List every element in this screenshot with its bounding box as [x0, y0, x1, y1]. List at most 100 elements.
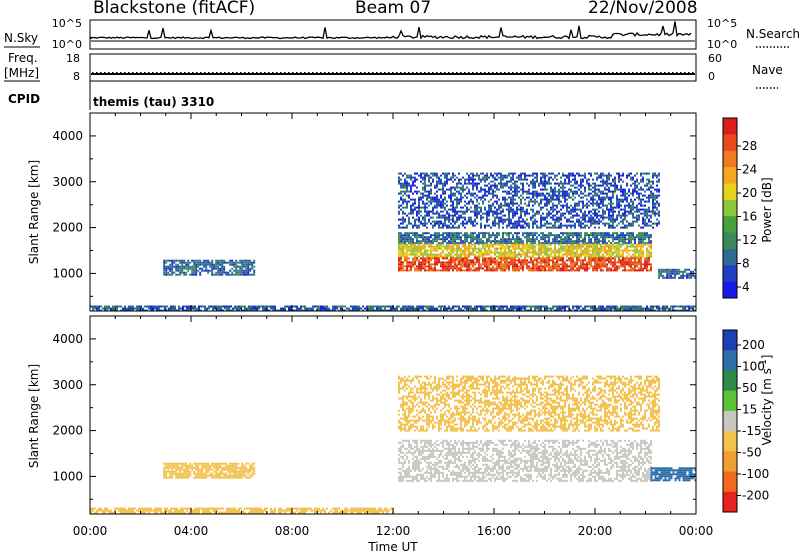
heatmap-cell — [304, 307, 306, 310]
heatmap-cell — [400, 198, 402, 201]
heatmap-cell — [526, 243, 528, 246]
heatmap-cell — [606, 174, 608, 177]
heatmap-cell — [642, 245, 644, 248]
heatmap-cell — [598, 174, 600, 177]
heatmap-cell — [412, 176, 414, 179]
heatmap-cell — [432, 200, 434, 203]
heatmap-cell — [598, 255, 600, 258]
heatmap-cell — [632, 253, 634, 256]
heatmap-cell — [594, 218, 596, 221]
heatmap-cell — [215, 261, 218, 264]
heatmap-cell — [228, 307, 230, 310]
heatmap-cell — [434, 307, 436, 310]
heatmap-cell — [432, 178, 434, 181]
heatmap-cell — [500, 220, 502, 223]
heatmap-cell — [247, 273, 250, 276]
heatmap-cell — [422, 263, 424, 266]
heatmap-cell — [498, 261, 500, 264]
heatmap-cell — [622, 238, 624, 241]
heatmap-cell — [640, 269, 642, 272]
heatmap-cell — [598, 305, 600, 308]
heatmap-cell — [620, 220, 622, 223]
heatmap-cell — [158, 305, 160, 308]
heatmap-cell — [249, 267, 252, 270]
heatmap-cell — [640, 267, 642, 270]
heatmap-cell — [540, 245, 542, 248]
heatmap-cell — [588, 305, 590, 308]
heatmap-cell — [398, 240, 400, 243]
heatmap-cell — [474, 214, 476, 217]
heatmap-cell — [610, 245, 612, 248]
heatmap-cell — [400, 186, 402, 189]
heatmap-cell — [500, 210, 502, 213]
heatmap-cell — [576, 218, 578, 221]
heatmap-cell — [534, 180, 536, 183]
heatmap-cell — [444, 190, 446, 193]
heatmap-cell — [364, 307, 366, 310]
heatmap-cell — [522, 267, 524, 270]
heatmap-cell — [406, 204, 408, 207]
heatmap-cell — [404, 253, 406, 256]
heatmap-cell — [588, 253, 590, 256]
heatmap-cell — [542, 243, 544, 246]
heatmap-cell — [570, 212, 572, 215]
heatmap-cell — [235, 265, 238, 268]
heatmap-cell — [460, 182, 462, 185]
heatmap-cell — [572, 265, 574, 268]
heatmap-cell — [247, 261, 250, 264]
heatmap-cell — [460, 247, 462, 250]
heatmap-cell — [223, 261, 226, 264]
heatmap-cell — [530, 269, 532, 272]
heatmap-cell — [404, 200, 406, 203]
heatmap-cell — [167, 273, 170, 276]
heatmap-cell — [488, 249, 490, 252]
heatmap-cell — [544, 243, 546, 246]
heatmap-cell — [614, 182, 616, 185]
heatmap-cell — [530, 242, 532, 245]
heatmap-cell — [243, 261, 246, 264]
heatmap-cell — [438, 238, 440, 241]
heatmap-cell — [608, 188, 610, 191]
heatmap-cell — [251, 263, 254, 266]
heatmap-cell — [318, 307, 320, 310]
heatmap-cell — [568, 218, 570, 221]
heatmap-cell — [450, 222, 452, 225]
heatmap-cell — [438, 245, 440, 248]
heatmap-cell — [586, 305, 588, 308]
heatmap-cell — [229, 269, 232, 272]
heatmap-cell — [544, 305, 546, 308]
heatmap-cell — [370, 307, 372, 310]
heatmap-cell — [496, 255, 498, 258]
heatmap-cell — [470, 232, 472, 235]
heatmap-cell — [199, 273, 202, 276]
heatmap-cell — [438, 269, 440, 272]
heatmap-cell — [518, 218, 520, 221]
heatmap-cell — [90, 305, 92, 308]
heatmap-cell — [203, 265, 206, 268]
heatmap-cell — [456, 267, 458, 270]
heatmap-cell — [454, 261, 456, 264]
heatmap-cell — [522, 243, 524, 246]
heatmap-cell — [462, 245, 464, 248]
heatmap-cell — [454, 253, 456, 256]
heatmap-cell — [576, 220, 578, 223]
heatmap-cell — [470, 182, 472, 185]
heatmap-cell — [422, 255, 424, 258]
heatmap-cell — [626, 242, 628, 245]
heatmap-cell — [640, 178, 642, 181]
heatmap-cell — [558, 200, 560, 203]
heatmap-cell — [524, 198, 526, 201]
heatmap-cell — [584, 174, 586, 177]
heatmap-cell — [476, 307, 478, 310]
heatmap-cell — [532, 178, 534, 181]
heatmap-cell — [534, 176, 536, 179]
heatmap-cell — [221, 269, 224, 272]
heatmap-cell — [414, 249, 416, 252]
heatmap-cell — [466, 182, 468, 185]
heatmap-cell — [562, 232, 564, 235]
heatmap-cell — [590, 224, 592, 227]
heatmap-cell — [430, 210, 432, 213]
heatmap-cell — [528, 240, 530, 243]
heatmap-cell — [200, 305, 202, 308]
heatmap-cell — [594, 243, 596, 246]
